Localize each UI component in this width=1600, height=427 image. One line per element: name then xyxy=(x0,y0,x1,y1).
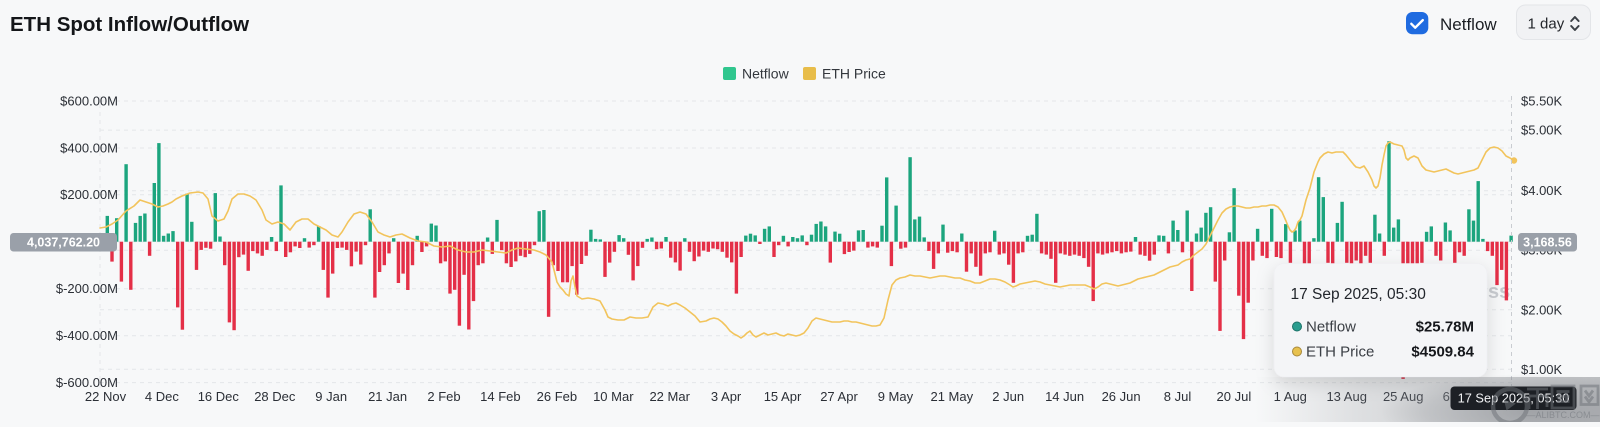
svg-text:$400.00M: $400.00M xyxy=(60,141,118,156)
svg-text:$1.00K: $1.00K xyxy=(1521,362,1563,377)
svg-text:27 Apr: 27 Apr xyxy=(820,389,858,404)
svg-text:$2.00K: $2.00K xyxy=(1521,302,1563,317)
svg-text:22 Nov: 22 Nov xyxy=(85,389,127,404)
svg-text:$4.00K: $4.00K xyxy=(1521,183,1563,198)
svg-text:$5.00K: $5.00K xyxy=(1521,123,1563,138)
svg-text:22 Mar: 22 Mar xyxy=(649,389,690,404)
svg-text:15 Apr: 15 Apr xyxy=(764,389,802,404)
svg-text:$4509.84: $4509.84 xyxy=(1411,344,1474,361)
svg-text:8 Jul: 8 Jul xyxy=(1164,389,1192,404)
svg-text:4,037,762.20: 4,037,762.20 xyxy=(27,236,100,250)
svg-text:26 Feb: 26 Feb xyxy=(537,389,577,404)
svg-text:28 Dec: 28 Dec xyxy=(254,389,296,404)
svg-text:3,168.56: 3,168.56 xyxy=(1523,236,1572,250)
svg-text:Netflow: Netflow xyxy=(1440,15,1497,34)
svg-text:ETH Price: ETH Price xyxy=(822,66,886,82)
svg-text:16 Dec: 16 Dec xyxy=(198,389,240,404)
svg-text:17 Sep 2025, 05:30: 17 Sep 2025, 05:30 xyxy=(1291,286,1427,303)
svg-text:14 Jun: 14 Jun xyxy=(1045,389,1084,404)
svg-text:$-600.00M: $-600.00M xyxy=(56,375,118,390)
svg-text:20 Jul: 20 Jul xyxy=(1217,389,1252,404)
svg-text:21 May: 21 May xyxy=(930,389,973,404)
svg-text:2 Jun: 2 Jun xyxy=(992,389,1024,404)
svg-text:26 Jun: 26 Jun xyxy=(1102,389,1141,404)
svg-text:3 Apr: 3 Apr xyxy=(711,389,742,404)
svg-text:1 day: 1 day xyxy=(1528,16,1565,33)
svg-text:$-200.00M: $-200.00M xyxy=(56,281,118,296)
svg-text:ETH Spot Inflow/Outflow: ETH Spot Inflow/Outflow xyxy=(10,13,249,36)
svg-text:$200.00M: $200.00M xyxy=(60,187,118,202)
svg-text:9 May: 9 May xyxy=(878,389,914,404)
svg-text:ETH Price: ETH Price xyxy=(1306,344,1374,361)
svg-text:Netflow: Netflow xyxy=(1306,319,1356,336)
svg-text:$25.78M: $25.78M xyxy=(1416,319,1474,336)
svg-text:21 Jan: 21 Jan xyxy=(368,389,407,404)
svg-text:9 Jan: 9 Jan xyxy=(315,389,347,404)
svg-text:17 Sep 2025, 05:30: 17 Sep 2025, 05:30 xyxy=(1458,391,1570,406)
svg-text:10 Mar: 10 Mar xyxy=(593,389,634,404)
svg-text:—ALIBTC.COM—: —ALIBTC.COM— xyxy=(1526,410,1599,420)
svg-text:$5.50K: $5.50K xyxy=(1521,94,1563,109)
svg-text:4 Dec: 4 Dec xyxy=(145,389,179,404)
svg-text:14 Feb: 14 Feb xyxy=(480,389,520,404)
svg-text:2 Feb: 2 Feb xyxy=(427,389,460,404)
svg-text:Netflow: Netflow xyxy=(742,66,790,82)
svg-text:ss: ss xyxy=(1488,281,1510,303)
svg-text:$-400.00M: $-400.00M xyxy=(56,328,118,343)
svg-text:$600.00M: $600.00M xyxy=(60,94,118,109)
